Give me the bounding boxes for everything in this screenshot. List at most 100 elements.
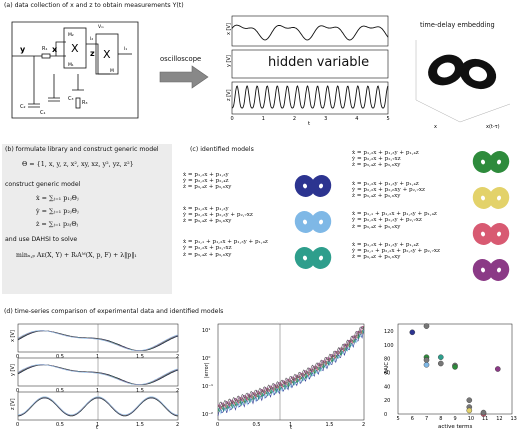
attractor-wing	[478, 229, 488, 239]
ts-series-line	[17, 364, 179, 385]
attractors-left	[294, 175, 332, 269]
embedding-plot: x x(t-τ)	[406, 30, 514, 130]
attractor-wing	[476, 154, 490, 170]
models-right-column: ẋ = p₁,₂x + p₁,₃y + p₁,₄z ẏ = p₂,₂x + p₂,…	[352, 150, 462, 272]
z-measurement-trace	[231, 85, 389, 109]
attractor-wing	[299, 252, 311, 264]
attractor-wing	[492, 154, 506, 170]
attractor-wing	[316, 253, 326, 263]
error-series-line	[217, 325, 365, 410]
circuit-label-y: y	[20, 45, 26, 54]
ts-tick-label: 2	[176, 422, 179, 428]
attractor-wing	[494, 229, 504, 239]
panel-c-caption: (c) identified models	[190, 146, 254, 153]
construct-label: construct generic model	[5, 181, 81, 188]
aic-xtick-label: 10	[468, 416, 474, 422]
embedding-xlabel: x	[434, 124, 437, 130]
top-tick-label: 4	[355, 116, 358, 122]
model-equation: ż = p₃,₄z + p₃,₆xy	[183, 184, 232, 191]
aic-ylabel: ΔAIC	[384, 362, 390, 374]
circuit-label-c2: C₂	[20, 104, 26, 110]
error-series-line	[217, 329, 365, 415]
aic-point	[409, 329, 416, 336]
aic-xtick-label: 5	[397, 416, 400, 422]
plot-z-ylabel: z [V]	[226, 89, 232, 101]
ts-tick-label: 1	[96, 388, 99, 394]
error-xtick-label: 1	[289, 422, 292, 428]
attractor-wing	[493, 192, 505, 204]
aic-ytick-label: 40	[384, 384, 390, 390]
error-series-line	[217, 326, 364, 410]
ts-tick-label: 2	[176, 388, 179, 394]
attractor-wing	[313, 177, 329, 195]
attractor-wing	[476, 262, 490, 278]
generic-eq-y: ẏ = ∑ⱼ₌₁ p₂ⱼΘⱼ	[36, 207, 79, 215]
identified-model: ẋ = p₁,₂x + p₁,₃y + p₁,₄z ẏ = p₂,₁ + p₂,₂…	[352, 242, 462, 261]
aic-xtick-label: 13	[511, 416, 517, 422]
model-equation: ż = p₃,₄z + p₃,₆xy	[352, 254, 401, 261]
model-equation: ẋ = p₁,₂x + p₁,₃y	[183, 172, 229, 178]
aic-xtick-label: 11	[482, 416, 488, 422]
model-equation: ẋ = p₁,₂x + p₁,₃y + p₁,₄z	[352, 150, 419, 156]
ts-t-label: t	[96, 425, 99, 431]
model-equation: ẋ = p₁,₁ + p₁,₂x + p₁,₃y + p₁,₄z	[183, 239, 268, 246]
aic-xtick-label: 7	[425, 416, 428, 422]
aic-point	[438, 360, 444, 367]
model-equation: ẏ = p₂,₂x + p₂,₃y + p₂,₇xz	[352, 217, 422, 224]
aic-ytick-label: 0	[384, 412, 387, 418]
attractor-wing	[478, 157, 488, 167]
aic-ytick-label: 20	[384, 398, 390, 404]
attractor-wing	[316, 181, 326, 191]
attractor-wing	[297, 177, 313, 195]
top-tick-label: 1	[262, 116, 265, 122]
top-tick-label: 5	[387, 116, 390, 122]
ts-series-line	[17, 330, 179, 351]
model-attractor	[294, 247, 332, 269]
circuit-label-x-mult-2: X	[103, 48, 111, 61]
model-equation: ẏ = p₂,₂x + p₂,₄z	[183, 178, 229, 185]
aic-ytick-label: 120	[384, 329, 394, 335]
x-measurement-trace	[231, 24, 389, 41]
error-ytick-label: 10⁰	[202, 356, 210, 362]
attractor-wing	[491, 261, 507, 279]
generic-eq-x: ẋ = ∑ⱼ₌₁ p₁ⱼΘⱼ	[36, 194, 79, 202]
ts-ylabel-y: y [V]	[10, 364, 16, 376]
top-tick-label: 2	[293, 116, 296, 122]
identified-model: ẋ = p₁,₁ + p₁,₂x + p₁,₃y + p₁,₄z ẏ = p₂,₂…	[183, 239, 283, 258]
attractor-wing	[315, 180, 327, 192]
solve-label: and use DAHSI to solve	[5, 236, 78, 243]
aic-point	[466, 407, 473, 414]
embedding-title: time-delay embedding	[420, 21, 495, 29]
circuit-label-m: M	[110, 68, 114, 74]
model-equation: ẏ = p₂,₂x + p₂,₃y + p₂,₇xz	[183, 211, 253, 218]
aic-scatter-plot: 5 6 7 8 9 10 11 12 13 0 20 40 60 80 100 120 ΔAIC active…	[384, 323, 517, 430]
ts-tick-label: 1.5	[136, 422, 144, 428]
attractor-wing	[314, 250, 328, 266]
aic-xtick-label: 9	[454, 416, 457, 422]
top-tick-label: 3	[324, 116, 327, 122]
error-ytick-label: 10⁻¹	[202, 384, 213, 390]
attractor-wing	[477, 156, 489, 168]
attractor-wing	[316, 217, 326, 227]
ts-tick-label: 0.5	[56, 422, 64, 428]
circuit-label-m2: M₂	[68, 32, 74, 38]
embedding-attractor	[428, 54, 497, 90]
model-equation: ẋ = p₁,₂x + p₁,₃y + p₁,₄z	[352, 180, 419, 187]
ts-tick-label: 0	[16, 422, 19, 428]
aic-point	[423, 323, 430, 329]
model-attractor	[294, 211, 332, 233]
attractor-wing	[314, 214, 328, 230]
measurement-svg: x [V] y [V] z [V] 0 1 2 3 4 5 t	[226, 15, 390, 127]
plot-y-ylabel: y [V]	[226, 55, 232, 67]
error-xtick-label: 2	[362, 422, 365, 428]
error-ytick-label: 10¹	[202, 328, 210, 334]
plot-x-ylabel: x [V]	[226, 23, 232, 35]
aic-ytick-label: 80	[384, 357, 390, 363]
attractor-wing	[300, 253, 310, 263]
circuit-svg: y x z R₁ R₃ C₂ C₁ C₃ X X M₂ M₁ M Vᵢₙ I₁ …	[11, 21, 139, 119]
model-equation: ẏ = p₂,₂x + p₂,₆xy + p₂,₇xz	[352, 186, 425, 193]
model-equation: ẏ = p₂,₁ + p₂,₂x + p₂,₃y + p₂,₇xz	[352, 248, 440, 255]
model-equation: ż = p₃,₄z + p₃,₆xy	[352, 223, 401, 230]
attractor-wing	[491, 189, 507, 207]
circuit-label-i2: I₂	[90, 36, 93, 42]
